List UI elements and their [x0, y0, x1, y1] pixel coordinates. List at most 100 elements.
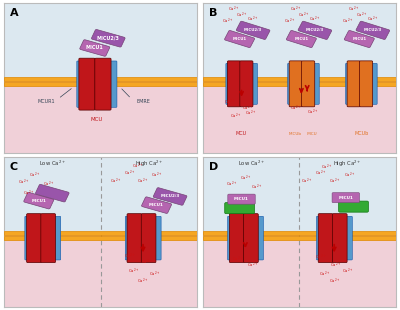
Text: Ca$^{2+}$: Ca$^{2+}$	[236, 11, 247, 20]
Text: EMRE: EMRE	[136, 100, 150, 104]
Text: MCU: MCU	[236, 131, 247, 136]
FancyBboxPatch shape	[236, 21, 270, 39]
FancyBboxPatch shape	[109, 61, 117, 107]
Text: Ca$^{2+}$: Ca$^{2+}$	[137, 176, 149, 186]
Text: Low Ca$^{2+}$: Low Ca$^{2+}$	[238, 159, 264, 168]
Text: Ca$^{2+}$: Ca$^{2+}$	[319, 269, 330, 279]
Text: Ca$^{2+}$: Ca$^{2+}$	[242, 103, 253, 113]
FancyBboxPatch shape	[125, 216, 132, 260]
Text: Ca$^{2+}$: Ca$^{2+}$	[24, 188, 35, 198]
FancyBboxPatch shape	[356, 21, 390, 39]
FancyBboxPatch shape	[288, 63, 294, 104]
Text: Ca$^{2+}$: Ca$^{2+}$	[222, 16, 234, 26]
Text: MICU1: MICU1	[86, 46, 104, 51]
FancyBboxPatch shape	[251, 63, 258, 104]
FancyBboxPatch shape	[244, 214, 258, 263]
Text: MICU1: MICU1	[31, 199, 46, 203]
Text: MICU1: MICU1	[338, 196, 353, 200]
Bar	[4, 236, 197, 240]
FancyBboxPatch shape	[344, 30, 374, 47]
FancyBboxPatch shape	[332, 193, 360, 203]
Bar	[203, 231, 396, 235]
Bar	[4, 233, 197, 307]
FancyBboxPatch shape	[95, 58, 111, 110]
FancyBboxPatch shape	[286, 30, 316, 47]
Text: MICU1: MICU1	[232, 37, 247, 41]
Text: Ca$^{2+}$: Ca$^{2+}$	[149, 269, 160, 279]
FancyBboxPatch shape	[228, 194, 255, 204]
FancyBboxPatch shape	[41, 214, 56, 263]
FancyBboxPatch shape	[54, 216, 61, 260]
Text: Ca$^{2+}$: Ca$^{2+}$	[29, 170, 40, 180]
Text: MCUb     MCU: MCUb MCU	[290, 132, 317, 136]
Text: Ca$^{2+}$: Ca$^{2+}$	[315, 169, 326, 178]
Bar	[4, 3, 197, 79]
FancyBboxPatch shape	[228, 216, 235, 260]
Bar	[203, 82, 396, 86]
FancyBboxPatch shape	[92, 29, 125, 47]
Bar	[203, 233, 396, 307]
Text: Ca$^{2+}$: Ca$^{2+}$	[128, 266, 139, 276]
Text: B: B	[209, 7, 217, 18]
FancyBboxPatch shape	[154, 216, 161, 260]
Text: Ca$^{2+}$: Ca$^{2+}$	[315, 253, 326, 262]
Text: Ca$^{2+}$: Ca$^{2+}$	[151, 170, 162, 180]
Text: Ca$^{2+}$: Ca$^{2+}$	[248, 15, 259, 24]
Text: Ca$^{2+}$: Ca$^{2+}$	[226, 179, 238, 189]
Text: Ca$^{2+}$: Ca$^{2+}$	[342, 266, 354, 276]
Text: Ca$^{2+}$: Ca$^{2+}$	[132, 162, 143, 171]
Text: MICU1: MICU1	[234, 197, 249, 201]
Text: MICU1: MICU1	[149, 203, 164, 207]
Text: MICU2/3: MICU2/3	[244, 28, 262, 32]
Text: Ca$^{2+}$: Ca$^{2+}$	[224, 97, 236, 107]
FancyBboxPatch shape	[318, 214, 333, 263]
Bar	[203, 77, 396, 81]
FancyBboxPatch shape	[226, 63, 232, 104]
FancyBboxPatch shape	[346, 63, 352, 104]
Text: Ca$^{2+}$: Ca$^{2+}$	[307, 108, 319, 117]
Bar	[203, 236, 396, 240]
FancyBboxPatch shape	[347, 61, 360, 107]
Text: MICU2/3: MICU2/3	[306, 28, 324, 32]
Text: MICU2/3: MICU2/3	[160, 194, 180, 198]
Bar	[203, 3, 396, 79]
Text: MCU: MCU	[90, 117, 103, 122]
Text: Ca$^{2+}$: Ca$^{2+}$	[284, 16, 296, 26]
Text: MICU2/3: MICU2/3	[364, 28, 382, 32]
Text: Ca$^{2+}$: Ca$^{2+}$	[290, 103, 301, 113]
Text: High Ca$^{2+}$: High Ca$^{2+}$	[134, 159, 163, 170]
FancyBboxPatch shape	[302, 61, 315, 107]
Text: MCUb: MCUb	[354, 131, 368, 136]
FancyBboxPatch shape	[345, 216, 352, 260]
Text: Ca$^{2+}$: Ca$^{2+}$	[110, 176, 122, 186]
FancyBboxPatch shape	[25, 216, 32, 260]
FancyBboxPatch shape	[313, 63, 319, 104]
Text: Ca$^{2+}$: Ca$^{2+}$	[342, 16, 354, 26]
Text: Ca$^{2+}$: Ca$^{2+}$	[124, 169, 135, 178]
Text: Ca$^{2+}$: Ca$^{2+}$	[248, 260, 259, 270]
FancyBboxPatch shape	[339, 201, 368, 212]
Text: Ca$^{2+}$: Ca$^{2+}$	[309, 15, 320, 24]
Bar	[4, 231, 197, 235]
FancyBboxPatch shape	[141, 214, 156, 263]
Text: C: C	[10, 162, 18, 172]
Bar	[4, 77, 197, 81]
Bar	[4, 79, 197, 153]
FancyBboxPatch shape	[316, 216, 324, 260]
Bar	[203, 79, 396, 153]
Text: MICU2/3: MICU2/3	[97, 36, 120, 41]
Text: Ca$^{2+}$: Ca$^{2+}$	[18, 178, 29, 187]
FancyBboxPatch shape	[153, 188, 187, 205]
FancyBboxPatch shape	[360, 61, 373, 107]
FancyBboxPatch shape	[240, 61, 253, 107]
Text: A: A	[10, 7, 18, 18]
Text: High Ca$^{2+}$: High Ca$^{2+}$	[334, 159, 362, 170]
FancyBboxPatch shape	[289, 61, 302, 107]
Text: Ca$^{2+}$: Ca$^{2+}$	[141, 257, 152, 267]
Text: Ca$^{2+}$: Ca$^{2+}$	[232, 255, 243, 264]
FancyBboxPatch shape	[27, 214, 41, 263]
FancyBboxPatch shape	[225, 203, 254, 214]
FancyBboxPatch shape	[24, 193, 54, 209]
Text: Ca$^{2+}$: Ca$^{2+}$	[246, 109, 257, 118]
Text: Ca$^{2+}$: Ca$^{2+}$	[240, 174, 251, 183]
